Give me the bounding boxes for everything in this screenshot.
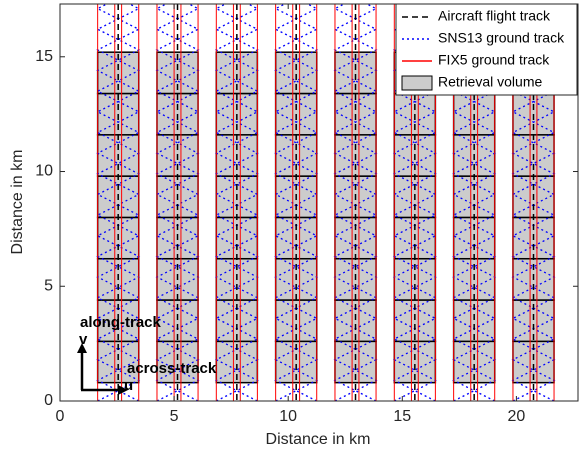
- y-axis-label: Distance in km: [9, 150, 26, 255]
- axes: 0 5 10 15 20 0 5 10 15: [35, 3, 579, 425]
- annotation: v: [79, 331, 88, 348]
- arrowhead: [77, 343, 87, 353]
- annotation: u: [124, 377, 133, 394]
- x-axis-label: Distance in km: [266, 431, 371, 448]
- y-tick-label: 5: [44, 277, 53, 294]
- annotation: along-track: [80, 314, 162, 331]
- y-tick-label: 10: [35, 163, 53, 180]
- legend-label: Aircraft flight track: [438, 8, 551, 24]
- y-tick-label: 15: [35, 48, 53, 65]
- x-tick-label: 15: [393, 408, 411, 425]
- legend-label: SNS13 ground track: [438, 30, 565, 46]
- x-tick-label: 20: [507, 408, 525, 425]
- y-tick-label: 0: [44, 392, 53, 409]
- annotation: across-track: [127, 360, 217, 377]
- legend-label: FIX5 ground track: [438, 52, 550, 68]
- arrowhead: [118, 385, 128, 395]
- legend: Aircraft flight track SNS13 ground track F…: [395, 3, 578, 96]
- legend-label: Retrieval volume: [438, 74, 542, 90]
- axes-box: [59, 3, 579, 402]
- x-tick-label: 0: [56, 408, 65, 425]
- x-tick-label: 5: [170, 408, 179, 425]
- legend-swatch: [401, 75, 433, 91]
- plot-area: [96, 4, 556, 401]
- axis-arrows: along-track v across-track u: [77, 314, 217, 395]
- x-tick-label: 10: [279, 408, 297, 425]
